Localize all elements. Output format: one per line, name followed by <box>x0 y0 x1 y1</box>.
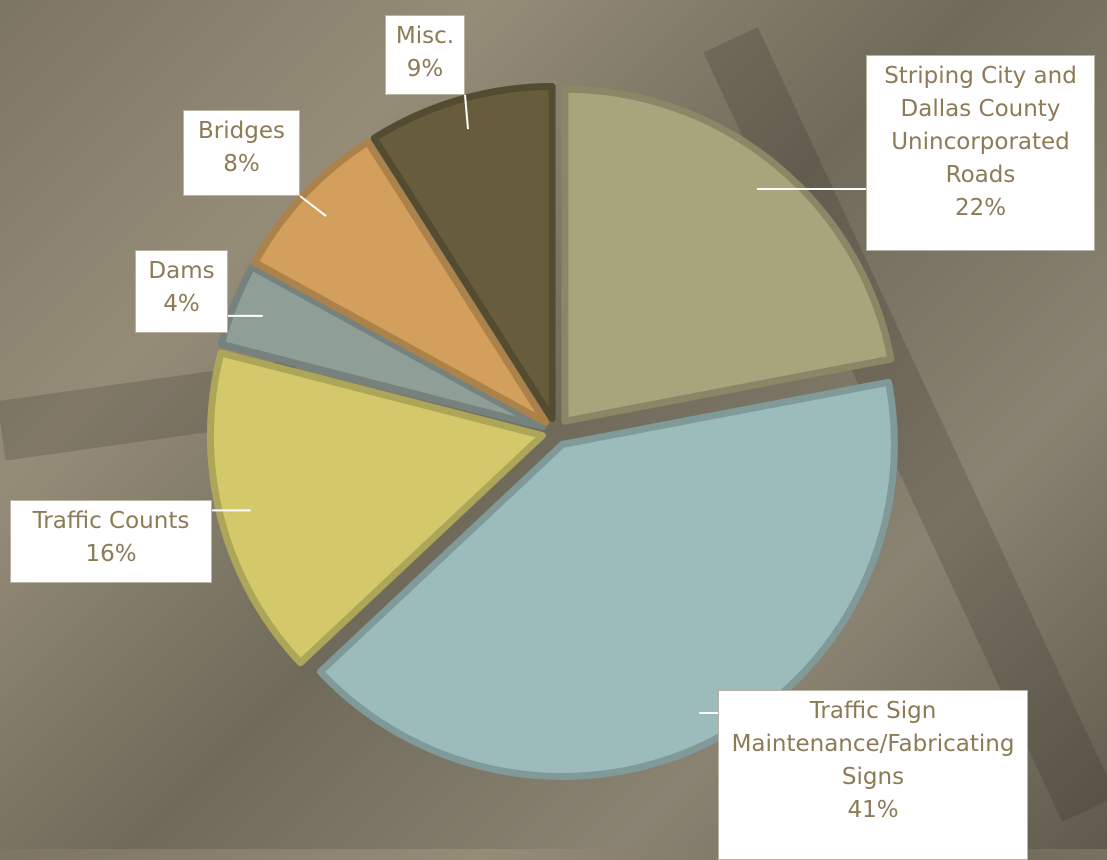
category-label: Striping City and Dallas County Unincorp… <box>873 60 1088 192</box>
value-label: 9% <box>392 53 458 86</box>
data-label: Striping City and Dallas County Unincorp… <box>866 55 1095 251</box>
category-label: Traffic Counts <box>17 505 205 538</box>
category-label: Dams <box>142 255 221 288</box>
value-label: 22% <box>873 192 1088 225</box>
category-label: Misc. <box>392 20 458 53</box>
page: (() => { const data = JSON.parse(documen… <box>0 0 1107 849</box>
data-label: Traffic Sign Maintenance/Fabricating Sig… <box>718 690 1028 860</box>
value-label: 41% <box>725 794 1021 827</box>
data-label: Misc.9% <box>385 15 465 95</box>
value-label: 4% <box>142 288 221 321</box>
category-label: Traffic Sign Maintenance/Fabricating Sig… <box>725 695 1021 794</box>
category-label: Bridges <box>190 115 293 148</box>
pie-slice <box>565 89 891 421</box>
value-label: 16% <box>17 538 205 571</box>
value-label: 8% <box>190 148 293 181</box>
